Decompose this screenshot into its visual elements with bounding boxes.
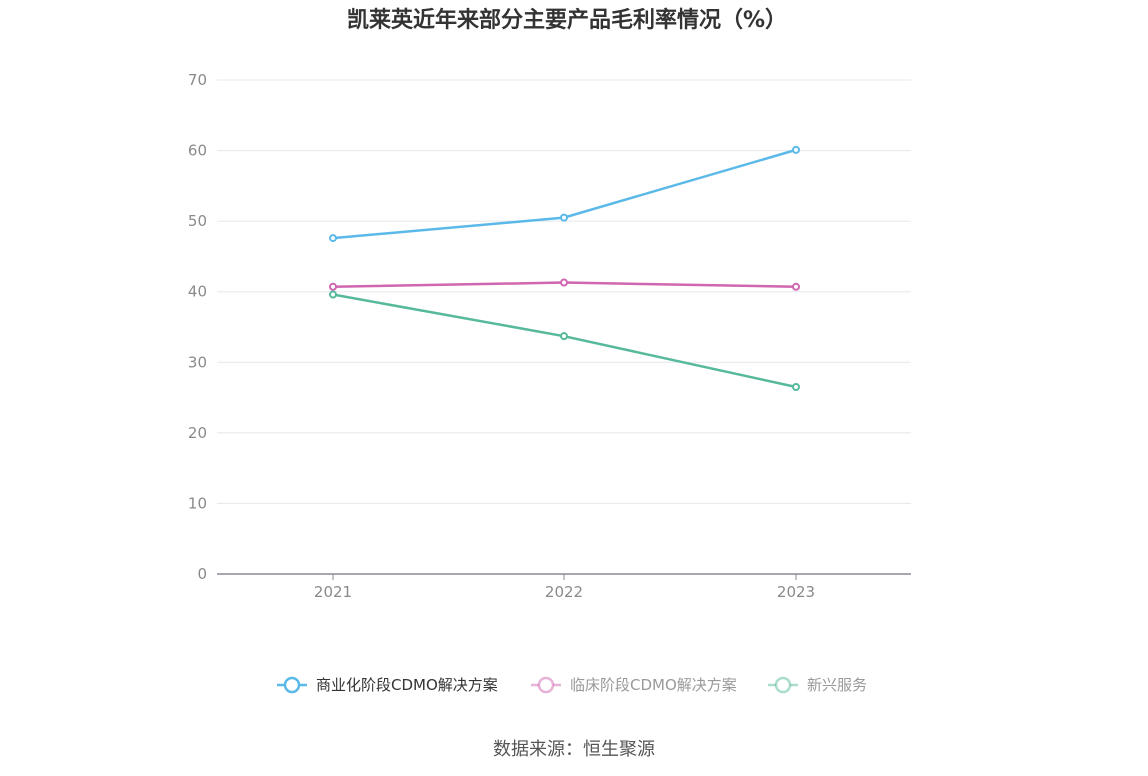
y-tick-label: 50 [188,212,207,230]
legend-item[interactable]: 新兴服务 [768,676,867,694]
y-tick-label: 40 [188,283,207,301]
series-line [332,148,797,240]
data-point [560,278,568,287]
legend-marker [774,676,792,694]
legend-item[interactable]: 临床阶段CDMO解决方案 [531,676,737,694]
series-group [329,145,800,391]
data-point [792,145,800,154]
data-point [792,382,800,391]
data-point [560,332,568,341]
legend-label: 临床阶段CDMO解决方案 [570,676,737,694]
legend-item[interactable]: 商业化阶段CDMO解决方案 [277,676,498,694]
data-point [329,290,337,299]
chart-title: 凯莱英近年来部分主要产品毛利率情况（%） [347,7,787,33]
legend-marker [537,676,555,694]
data-point [560,213,568,222]
data-point [329,234,337,243]
y-tick-label: 20 [188,424,207,442]
y-tick-label: 10 [188,494,207,512]
x-tick-label: 2022 [545,583,583,601]
y-tick-label: 0 [197,565,207,583]
legend: 商业化阶段CDMO解决方案 临床阶段CDMO解决方案 新兴服务 [277,676,867,694]
data-point [792,282,800,291]
y-tick-label: 60 [188,142,207,160]
x-axis-ticks: 2021 2022 2023 [314,574,815,601]
y-tick-label: 30 [188,353,207,371]
x-tick-label: 2021 [314,583,352,601]
legend-label: 商业化阶段CDMO解决方案 [316,676,498,694]
y-axis-ticks: 0 10 20 30 40 50 60 70 [188,71,207,583]
data-point [329,282,337,291]
y-tick-label: 70 [188,71,207,89]
x-tick-label: 2023 [777,583,815,601]
legend-label: 新兴服务 [807,676,867,694]
legend-marker [283,676,301,694]
series-line [332,293,797,389]
source-note: 数据来源：恒生聚源 [493,739,655,760]
grid-lines [217,79,911,504]
